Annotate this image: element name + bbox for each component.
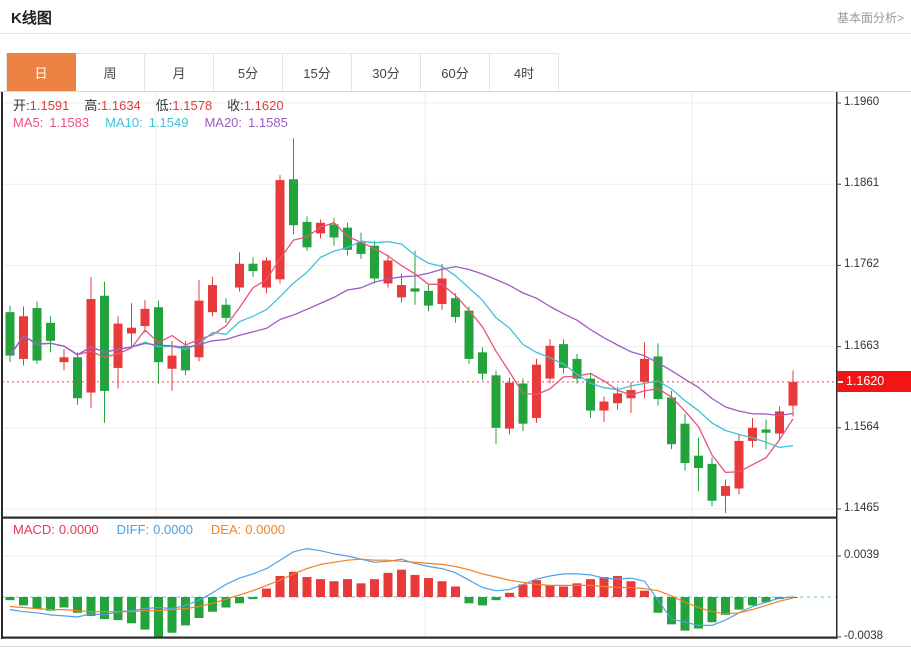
low-label: 低:: [155, 98, 173, 113]
close-label: 收:: [227, 98, 244, 113]
tab-day[interactable]: 日: [7, 53, 76, 91]
tab-30min[interactable]: 30分: [352, 53, 421, 91]
open-label: 开:: [13, 98, 30, 113]
tab-month[interactable]: 月: [145, 53, 214, 91]
ohlc-legend: 开:1.1591 高:1.1634 低:1.1578 收:1.1620: [13, 95, 299, 114]
diff-label: DIFF:: [116, 522, 150, 537]
ma-legend: MA5: 1.1583 MA10: 1.1549 MA20: 1.1585: [13, 115, 288, 130]
interval-tabs: 日 周 月 5分 15分 30分 60分 4时: [6, 53, 559, 91]
macd-tick-label: 0.0039: [844, 549, 880, 561]
current-price-badge: 1.1620: [837, 371, 911, 392]
tab-week[interactable]: 周: [76, 53, 145, 91]
price-tick-label: 1.1564: [844, 421, 880, 433]
ma10-value: 1.1549: [148, 115, 189, 130]
page-title: K线图: [11, 10, 52, 27]
open-value: 1.1591: [29, 98, 70, 113]
price-tick-label: 1.1861: [844, 177, 880, 189]
price-tick-label: 1.1663: [844, 340, 880, 352]
high-label: 高:: [84, 98, 102, 113]
ma20-value: 1.1585: [248, 115, 288, 130]
price-tick-label: 1.1960: [844, 96, 880, 108]
dea-value: 0.0000: [245, 522, 286, 537]
macd-value: 0.0000: [58, 522, 99, 537]
tab-5min[interactable]: 5分: [214, 53, 283, 91]
macd-tick-label: -0.0038: [844, 630, 884, 642]
interval-tabbar: 日 周 月 5分 15分 30分 60分 4时: [0, 53, 911, 92]
high-value: 1.1634: [101, 98, 141, 113]
page-header: K线图 基本面分析>: [0, 0, 911, 34]
macd-legend: MACD: 0.0000 DIFF: 0.0000 DEA: 0.0000: [13, 522, 285, 537]
price-tick-label: 1.1762: [844, 258, 880, 270]
close-value: 1.1620: [243, 98, 284, 113]
macd-label: MACD:: [13, 522, 55, 537]
low-value: 1.1578: [172, 98, 213, 113]
tab-4hour[interactable]: 4时: [490, 53, 559, 91]
tab-15min[interactable]: 15分: [283, 53, 352, 91]
tab-60min[interactable]: 60分: [421, 53, 490, 91]
dea-label: DEA:: [210, 522, 242, 537]
ma5-label: MA5:: [13, 115, 44, 130]
ma20-label: MA20:: [204, 115, 243, 130]
ma10-label: MA10:: [105, 115, 143, 130]
ma5-value: 1.1583: [49, 115, 90, 130]
fundamental-analysis-link[interactable]: 基本面分析>: [836, 11, 904, 25]
price-tick-label: 1.1465: [844, 502, 880, 514]
diff-value: 0.0000: [153, 522, 193, 537]
